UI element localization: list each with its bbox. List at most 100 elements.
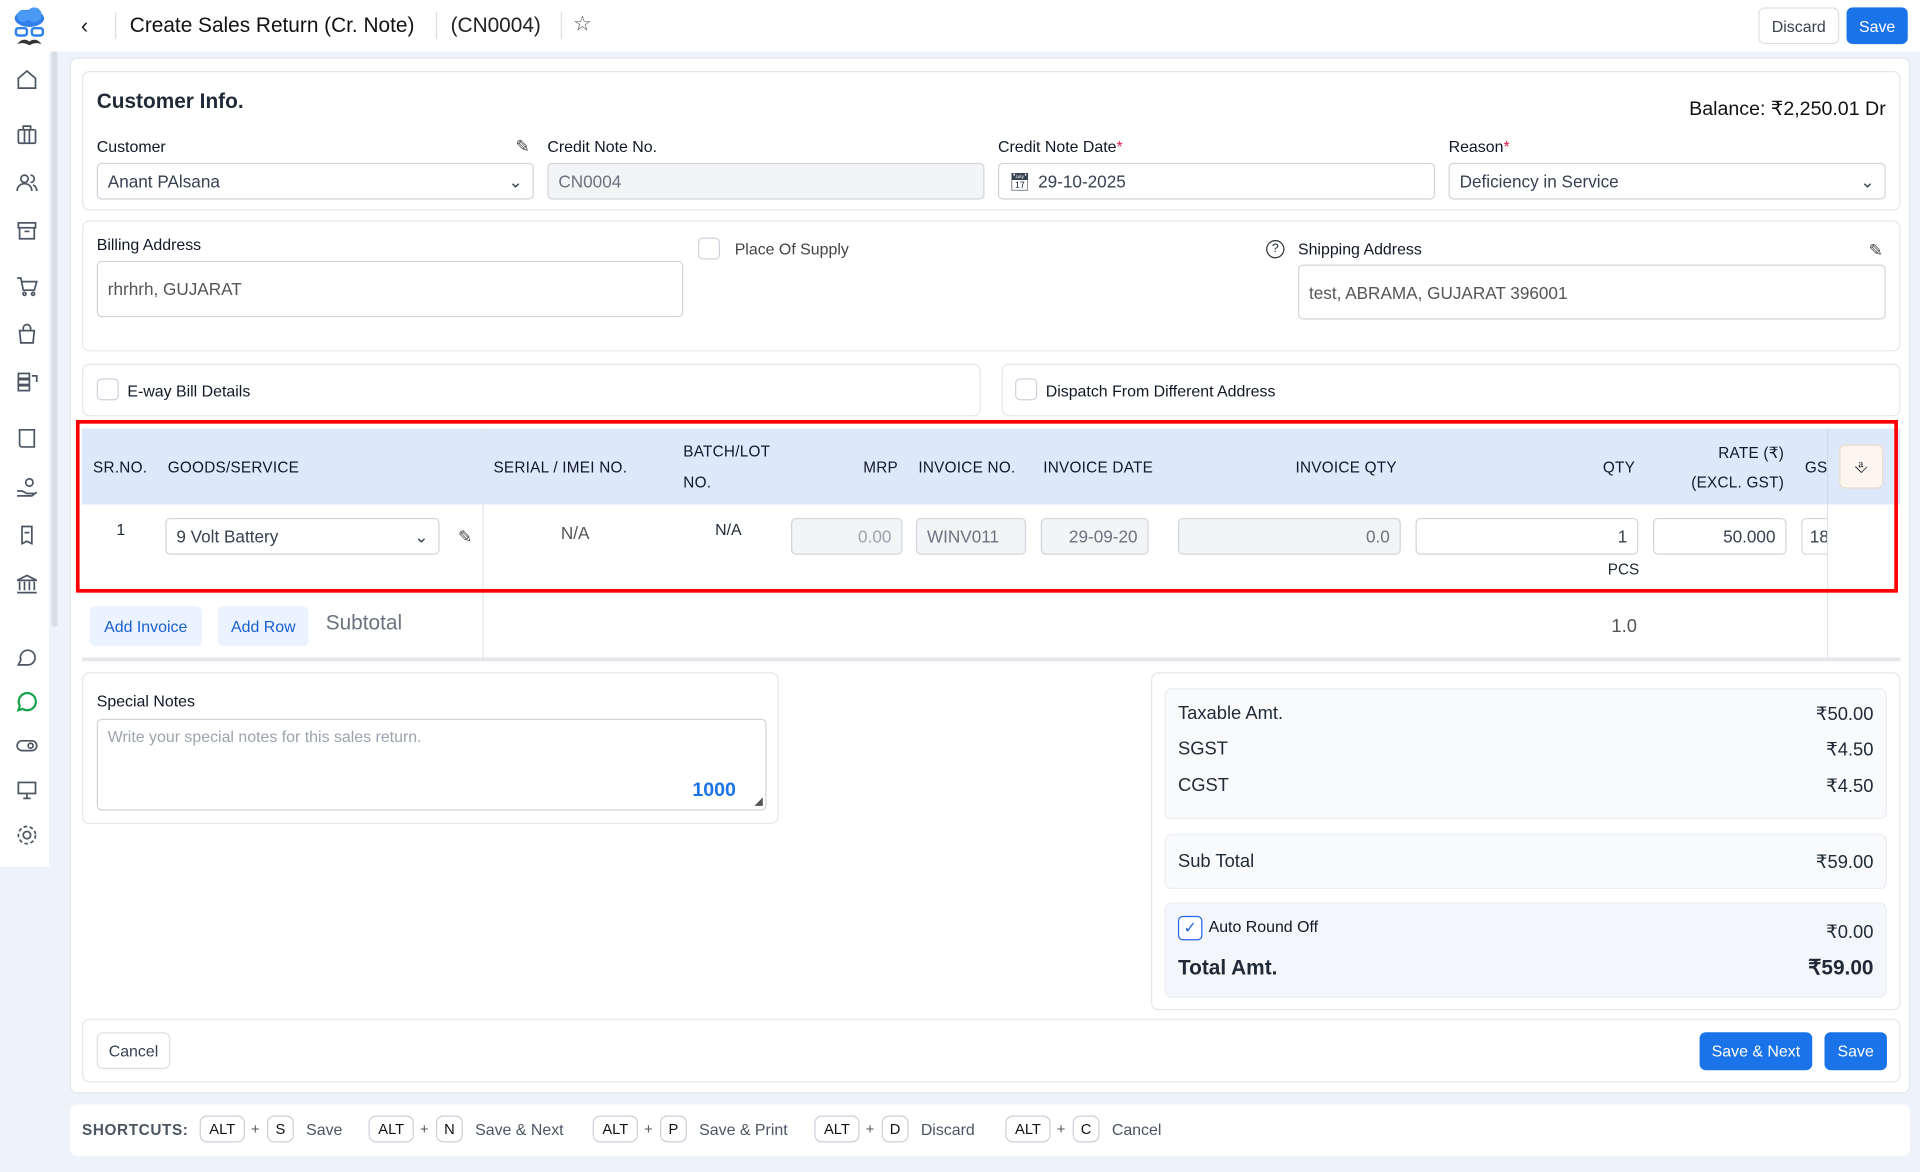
taxable-value: ₹50.00 — [1815, 704, 1874, 725]
cgst-value: ₹4.50 — [1826, 776, 1874, 798]
row-sr: 1 — [116, 520, 126, 539]
place-of-supply-checkbox[interactable] — [697, 237, 721, 260]
page-title: Create Sales Return (Cr. Note) — [129, 13, 415, 37]
calendar-icon: 📅︎ — [1008, 170, 1031, 191]
resize-handle-icon[interactable]: ◢ — [754, 794, 763, 807]
chevron-down-icon: ⌄ — [508, 170, 523, 191]
column-divider — [1826, 504, 1829, 662]
divider — [115, 12, 117, 40]
eway-bill-section — [82, 363, 981, 417]
monitor-icon[interactable] — [15, 778, 39, 802]
save-button[interactable]: Save — [1846, 7, 1908, 45]
briefcase-icon[interactable] — [15, 122, 39, 146]
bag-icon[interactable] — [15, 322, 39, 346]
chat-icon[interactable] — [15, 645, 39, 669]
invoice-date-input[interactable]: 29-09-20 — [1040, 517, 1149, 555]
edit-customer-icon[interactable]: ✎ — [515, 135, 530, 156]
hand-coins-icon[interactable] — [15, 475, 39, 499]
whatsapp-icon[interactable] — [15, 689, 39, 713]
credit-note-no-label: Credit Note No. — [547, 137, 658, 156]
receipt-icon[interactable] — [15, 523, 39, 547]
credit-note-date-label: Credit Note Date* — [997, 137, 1123, 156]
cart-icon[interactable] — [15, 274, 39, 298]
auto-round-off-checkbox[interactable]: ✓ — [1177, 915, 1203, 941]
plus-sign: + — [1056, 1120, 1066, 1138]
archive-icon[interactable] — [15, 218, 39, 242]
eway-bill-checkbox[interactable] — [96, 378, 119, 401]
col-mrp: MRP — [863, 459, 899, 477]
place-of-supply-label: Place Of Supply — [734, 240, 849, 259]
shortcut-key: N — [435, 1115, 463, 1143]
credit-note-no-input[interactable]: CN0004 — [547, 162, 985, 200]
col-invoice-no: INVOICE NO. — [918, 459, 1016, 477]
char-counter: 1000 — [692, 780, 736, 801]
rate-input[interactable]: 50.000 — [1653, 517, 1787, 555]
billing-address-field[interactable]: rhrhrh, GUJARAT — [96, 260, 684, 318]
plus-sign: + — [420, 1120, 429, 1138]
document-number: (CN0004) — [450, 13, 541, 37]
toggle-icon[interactable] — [15, 733, 39, 757]
discard-button[interactable]: Discard — [1758, 7, 1840, 45]
gst-input[interactable]: 18 — [1801, 517, 1827, 555]
subtotal-box — [1164, 833, 1887, 889]
customer-value: Anant PAlsana — [107, 171, 220, 192]
column-divider — [482, 428, 484, 662]
shortcut-key-alt: ALT — [814, 1115, 860, 1143]
add-invoice-button[interactable]: Add Invoice — [89, 606, 203, 647]
row-serial: N/A — [560, 522, 590, 543]
shipping-address-label: Shipping Address — [1297, 240, 1422, 259]
book-icon[interactable] — [15, 426, 39, 450]
cancel-button[interactable]: Cancel — [96, 1032, 171, 1069]
col-rate: RATE (₹) — [1718, 444, 1785, 462]
col-gst: GS — [1804, 459, 1828, 477]
reason-select[interactable]: Deficiency in Service ⌄ — [1448, 162, 1886, 200]
goods-select[interactable]: 9 Volt Battery ⌄ — [165, 517, 440, 555]
chevron-down-icon: ⌄ — [1860, 170, 1875, 191]
credit-note-date-input[interactable]: 📅︎ 29-10-2025 — [997, 162, 1436, 200]
invoice-qty-input[interactable]: 0.0 — [1177, 517, 1401, 555]
shortcut-action: Discard — [920, 1120, 975, 1139]
table-header — [82, 428, 1827, 505]
special-notes-label: Special Notes — [96, 691, 195, 711]
add-column-button[interactable]: ⎀ — [1839, 444, 1884, 489]
mrp-input[interactable]: 0.00 — [791, 517, 903, 555]
save-button-footer[interactable]: Save — [1824, 1032, 1887, 1071]
star-icon[interactable]: ☆ — [573, 12, 592, 36]
stack-icon[interactable] — [15, 370, 39, 394]
col-invoice-qty: INVOICE QTY — [1295, 459, 1397, 477]
round-off-value: ₹0.00 — [1826, 922, 1874, 943]
shortcut-key: D — [881, 1115, 909, 1143]
edit-item-icon[interactable]: ✎ — [457, 526, 473, 547]
shortcut-key-alt: ALT — [199, 1115, 245, 1143]
total-value: ₹59.00 — [1808, 956, 1874, 980]
bank-icon[interactable] — [15, 572, 39, 596]
customer-select[interactable]: Anant PAlsana ⌄ — [96, 162, 534, 200]
shipping-address-field[interactable]: test, ABRAMA, GUJARAT 396001 — [1297, 264, 1886, 320]
qty-input[interactable]: 1 — [1415, 517, 1639, 555]
home-icon[interactable] — [15, 67, 39, 91]
shortcut-key: C — [1072, 1115, 1100, 1143]
col-goods: GOODS/SERVICE — [167, 459, 300, 477]
add-row-button[interactable]: Add Row — [217, 606, 309, 647]
taxable-label: Taxable Amt. — [1177, 702, 1284, 724]
gear-icon[interactable] — [15, 823, 39, 847]
shortcut-key-alt: ALT — [592, 1115, 638, 1143]
col-rate-2: (EXCL. GST) — [1691, 473, 1785, 492]
tax-summary — [1164, 688, 1887, 820]
users-icon[interactable] — [15, 170, 39, 194]
divider — [560, 12, 563, 40]
cgst-label: CGST — [1177, 775, 1229, 796]
shortcut-key: P — [660, 1115, 687, 1143]
row-batch: N/A — [715, 520, 742, 539]
col-batch: BATCH/LOT — [683, 443, 771, 461]
dispatch-checkbox[interactable] — [1015, 378, 1038, 401]
sgst-value: ₹4.50 — [1826, 739, 1874, 761]
edit-shipping-icon[interactable]: ✎ — [1868, 240, 1883, 260]
total-label: Total Amt. — [1177, 956, 1278, 980]
special-notes-textarea[interactable]: Write your special notes for this sales … — [96, 718, 767, 811]
sidebar-scrollbar[interactable] — [51, 51, 58, 627]
help-icon[interactable]: ? — [1266, 240, 1285, 259]
back-button[interactable]: ‹ — [80, 13, 89, 38]
save-next-button[interactable]: Save & Next — [1699, 1032, 1813, 1071]
invoice-no-input[interactable]: WINV011 — [915, 517, 1027, 555]
